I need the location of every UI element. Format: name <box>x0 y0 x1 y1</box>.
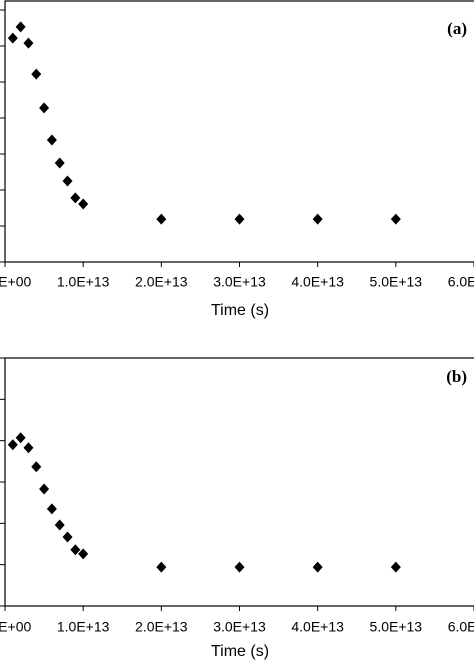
point <box>234 561 245 573</box>
point <box>156 561 167 573</box>
point <box>78 198 89 210</box>
point <box>62 531 73 543</box>
x-tick-label: 1.0E+13 <box>57 619 110 635</box>
point <box>46 134 57 146</box>
x-tick-label: 6.0E+13 <box>448 619 474 635</box>
x-tick-label: 0.0E+00 <box>0 619 31 635</box>
point <box>46 503 57 515</box>
x-tick-label: 4.0E+13 <box>291 619 344 635</box>
point <box>39 102 50 114</box>
point <box>23 442 34 454</box>
point <box>31 461 42 473</box>
x-tick-label: 3.0E+13 <box>213 619 266 635</box>
plot-frame <box>4 0 474 263</box>
point <box>156 213 167 225</box>
point <box>15 21 26 33</box>
point <box>70 192 81 204</box>
point <box>390 561 401 573</box>
x-tick-label: 2.0E+13 <box>135 274 188 290</box>
point <box>7 439 18 451</box>
x-tick-label: 1.0E+13 <box>57 274 110 290</box>
x-tick-label: 5.0E+13 <box>370 274 423 290</box>
point <box>62 175 73 187</box>
point <box>7 32 18 44</box>
point <box>54 519 65 531</box>
panel-label: (b) <box>446 367 467 386</box>
point <box>70 544 81 556</box>
panel-label: (a) <box>447 19 467 38</box>
point <box>15 432 26 444</box>
x-tick-label: 5.0E+13 <box>370 619 423 635</box>
point <box>31 68 42 80</box>
point <box>390 213 401 225</box>
x-tick-label: 6.0E+13 <box>448 274 474 290</box>
x-tick-label: 3.0E+13 <box>213 274 266 290</box>
x-axis-title: Time (s) <box>211 643 269 660</box>
point <box>234 213 245 225</box>
point <box>312 213 323 225</box>
point <box>23 37 34 49</box>
x-tick-label: 0.0E+00 <box>0 274 31 290</box>
x-tick-label: 2.0E+13 <box>135 619 188 635</box>
x-tick-label: 4.0E+13 <box>291 274 344 290</box>
point <box>78 548 89 560</box>
point <box>39 483 50 495</box>
point <box>312 561 323 573</box>
point <box>54 157 65 169</box>
x-axis-title: Time (s) <box>211 302 269 319</box>
